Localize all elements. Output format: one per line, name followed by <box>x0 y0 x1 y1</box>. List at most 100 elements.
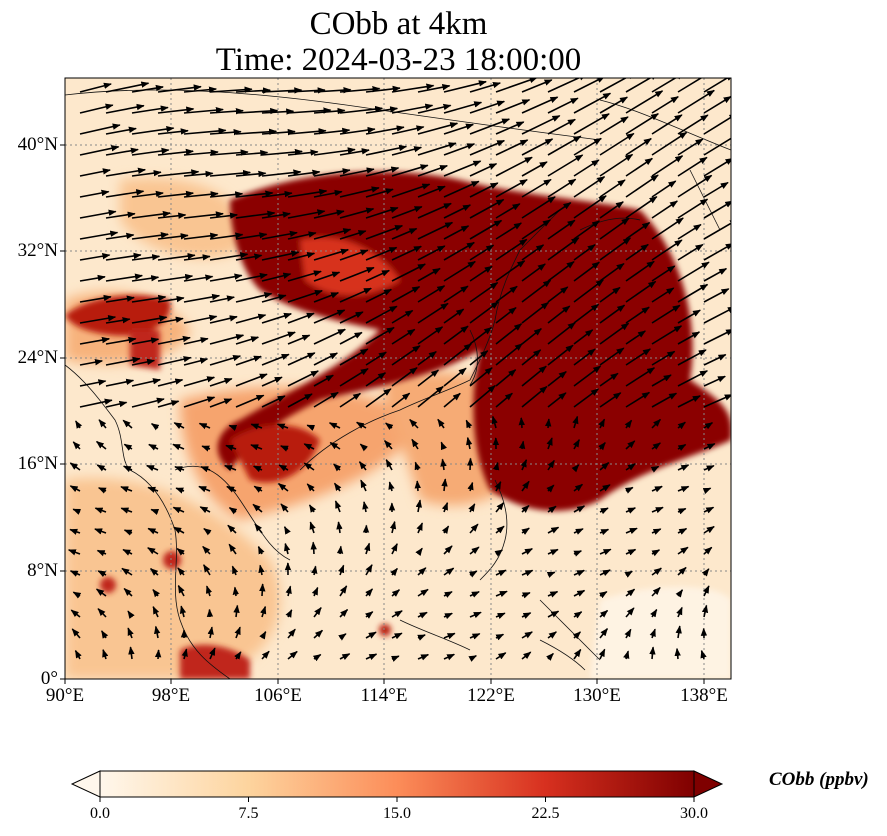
wind-arrow <box>157 106 195 114</box>
wind-arrow <box>123 588 133 597</box>
wind-arrow <box>469 139 506 156</box>
wind-arrow <box>313 352 339 366</box>
wind-arrow <box>469 281 499 303</box>
wind-arrow <box>391 610 403 618</box>
wind-arrow <box>521 505 530 513</box>
wind-arrow <box>146 464 159 472</box>
wind-arrow <box>336 545 344 555</box>
wind-arrow <box>443 204 472 219</box>
wind-arrow <box>573 113 610 135</box>
wind-arrow <box>202 545 211 555</box>
wind-arrow <box>105 252 142 261</box>
wind-arrow <box>599 96 628 114</box>
wind-arrow <box>122 419 133 429</box>
wind-arrow <box>183 149 219 156</box>
wind-arrow <box>651 350 676 366</box>
wind-arrow <box>469 182 499 198</box>
wind-arrow <box>625 348 651 366</box>
wind-arrow <box>599 347 625 366</box>
wind-arrow <box>677 443 687 451</box>
wind-arrow <box>443 285 469 303</box>
wind-arrow <box>625 607 635 618</box>
wind-arrow <box>651 131 688 156</box>
wind-arrow <box>469 265 493 282</box>
wind-arrow <box>287 290 323 303</box>
wind-arrow <box>469 590 480 598</box>
wind-arrow <box>209 647 216 660</box>
wind-arrow <box>209 149 249 156</box>
lon-tick-130e: 130°E <box>573 685 621 706</box>
wind-arrow <box>599 548 612 556</box>
wind-arrow <box>572 415 579 429</box>
wind-arrow <box>312 653 322 662</box>
wind-arrow <box>599 262 625 282</box>
wind-arrow <box>598 648 606 660</box>
wind-arrow <box>147 527 159 535</box>
wind-arrow <box>677 89 715 114</box>
wind-arrow <box>625 157 653 177</box>
wind-arrow <box>599 461 610 471</box>
wind-arrow <box>469 100 506 114</box>
wind-arrow <box>365 564 373 576</box>
wind-arrow <box>131 232 169 240</box>
wind-arrow <box>677 546 689 555</box>
wind-arrow <box>547 202 572 219</box>
wind-arrow <box>440 441 447 451</box>
wind-arrow <box>625 260 655 282</box>
wind-arrow <box>625 90 664 114</box>
lat-tick-16n: 16°N <box>17 453 58 474</box>
wind-arrow <box>287 149 319 156</box>
wind-arrow <box>209 315 238 324</box>
wind-arrow <box>232 586 239 597</box>
wind-arrow <box>365 85 401 93</box>
wind-arrow <box>72 591 82 599</box>
wind-arrow <box>79 230 119 240</box>
wind-arrow <box>209 333 245 345</box>
wind-arrow <box>437 418 445 429</box>
wind-arrow <box>261 272 292 282</box>
wind-arrow <box>495 222 522 240</box>
wind-arrow <box>495 78 538 93</box>
wind-arrow <box>677 283 709 303</box>
wind-arrow <box>287 270 322 282</box>
wind-arrow <box>131 397 165 408</box>
wind-arrow <box>677 566 687 576</box>
wind-arrow <box>313 309 346 324</box>
wind-arrow <box>261 211 291 219</box>
wind-arrow <box>172 443 185 451</box>
wind-arrow <box>105 81 150 93</box>
wind-arrow <box>572 439 580 450</box>
colorbar-tick-15: 15.0 <box>383 805 411 822</box>
wind-arrow <box>391 164 429 177</box>
colorbar-min-extend <box>70 770 101 798</box>
lon-tick-114e: 114°E <box>360 685 408 706</box>
wind-arrow <box>365 351 387 366</box>
wind-arrow <box>127 627 134 639</box>
wind-arrow <box>71 628 81 639</box>
wind-arrow <box>573 569 586 577</box>
wind-arrow <box>253 485 263 493</box>
wind-arrow <box>311 565 318 576</box>
wind-arrow <box>365 588 373 597</box>
wind-arrow <box>651 217 684 240</box>
wind-arrow <box>365 653 378 661</box>
wind-arrow <box>235 232 268 240</box>
wind-arrow <box>651 265 676 282</box>
wind-arrow <box>599 179 626 198</box>
wind-arrow <box>339 86 381 93</box>
wind-arrow <box>105 273 143 282</box>
wind-arrow <box>209 378 233 387</box>
wind-arrow <box>625 137 652 156</box>
wind-arrow <box>183 211 224 219</box>
wind-arrow <box>181 648 188 660</box>
wind-arrow <box>278 464 289 472</box>
wind-arrow <box>495 285 518 303</box>
wind-arrow <box>147 486 159 493</box>
wind-arrow <box>417 326 444 345</box>
wind-arrow <box>365 388 392 408</box>
wind-arrow <box>677 156 708 177</box>
wind-arrow <box>339 609 349 618</box>
wind-arrow <box>547 305 571 324</box>
wind-arrow <box>287 87 326 94</box>
wind-arrow <box>69 528 81 535</box>
